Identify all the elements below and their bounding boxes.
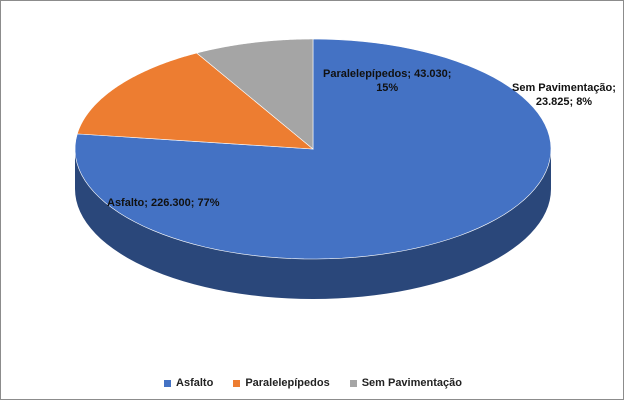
legend-label-asfalto: Asfalto (176, 377, 214, 389)
legend-swatch-asfalto (164, 379, 172, 387)
pie-slice-paralelep-pedos (76, 52, 314, 150)
legend: Asfalto Paralelepípedos Sem Pavimentação (1, 377, 624, 389)
data-label-paralelepipedos-line2: 15% (376, 82, 399, 94)
legend-swatch-paralelepipedos (233, 379, 241, 387)
pie-side-asfalto (75, 149, 551, 299)
legend-label-paralelepipedos: Paralelepípedos (245, 377, 330, 389)
legend-item-sem-pavimentacao: Sem Pavimentação (349, 377, 462, 389)
data-label-paralelepipedos: Paralelepípedos; 43.030; 15% (323, 67, 451, 95)
legend-swatch-sem-pavimentacao (349, 379, 357, 387)
pie-slice-sem-pavimenta-o (196, 38, 314, 150)
legend-item-asfalto: Asfalto (164, 377, 213, 389)
data-label-sem-pavimentacao: Sem Pavimentação; 23.825; 8% (512, 81, 616, 109)
data-label-paralelepipedos-line1: Paralelepípedos; 43.030; (323, 68, 452, 80)
data-label-asfalto-line1: Asfalto; 226.300; 77% (107, 197, 220, 209)
data-label-sem-pavimentacao-line2: 23.825; 8% (535, 96, 593, 108)
data-label-sem-pavimentacao-line1: Sem Pavimentação; (512, 82, 616, 94)
legend-label-sem-pavimentacao: Sem Pavimentação (361, 377, 462, 389)
legend-item-paralelepipedos: Paralelepípedos (233, 377, 330, 389)
data-label-asfalto: Asfalto; 226.300; 77% (107, 196, 220, 210)
